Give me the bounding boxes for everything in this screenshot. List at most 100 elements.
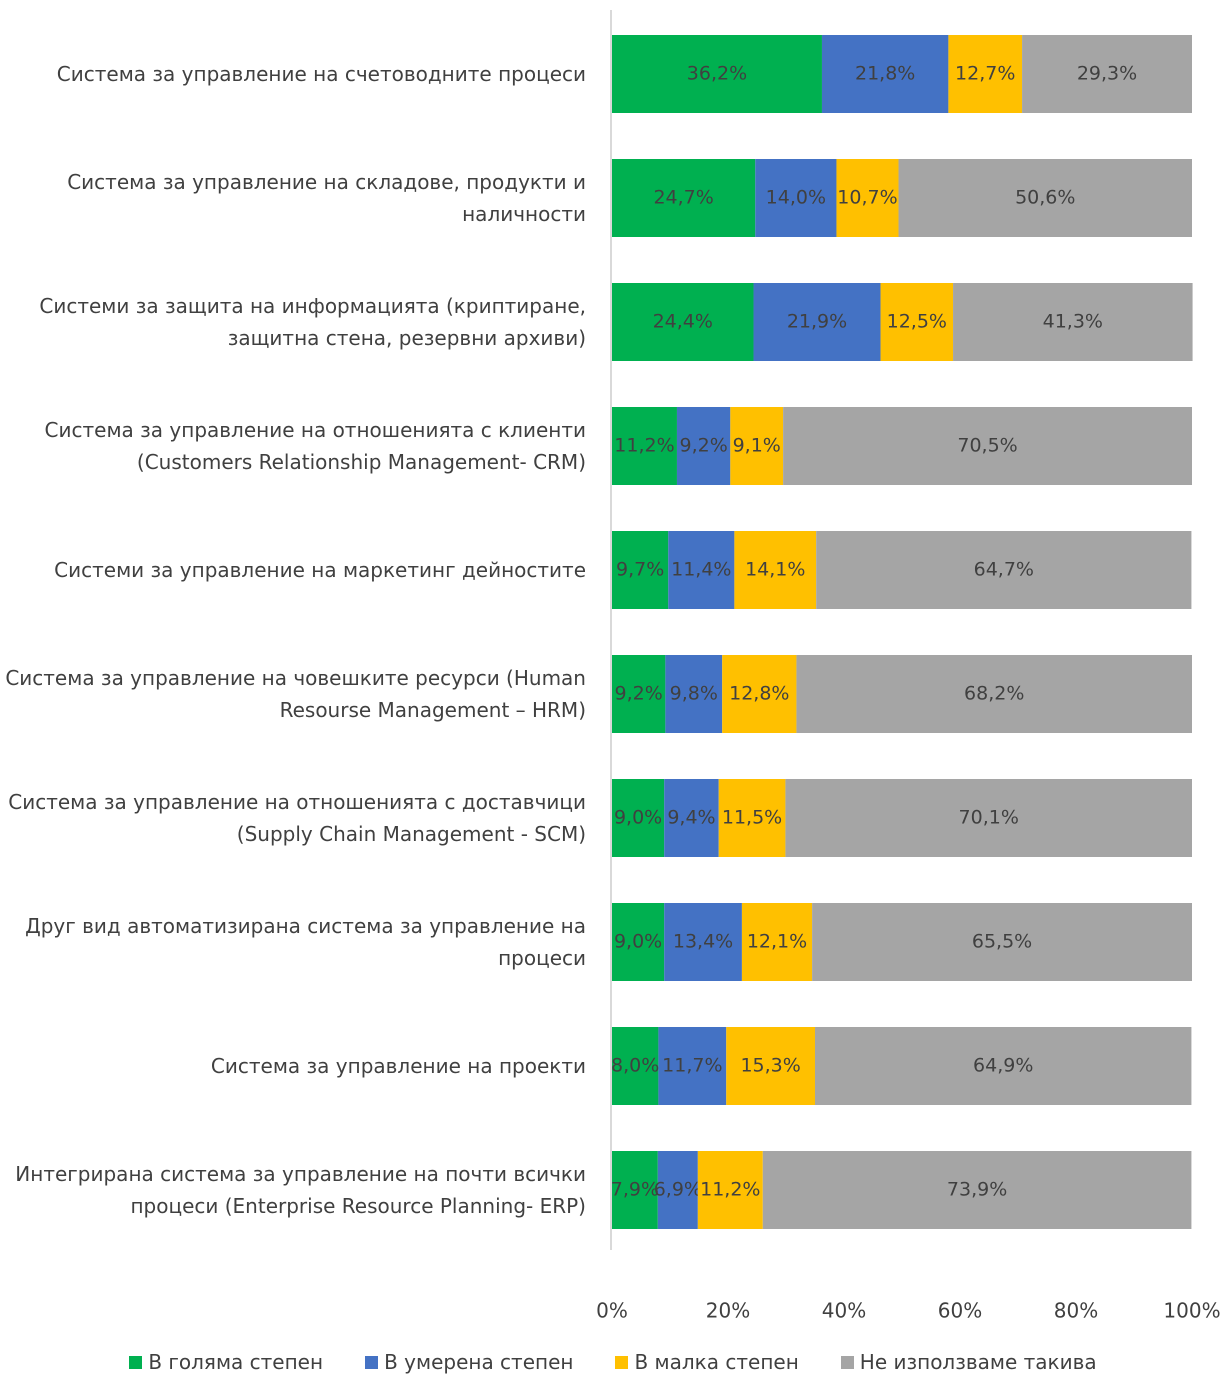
value-label: 9,2% (615, 683, 663, 705)
legend-swatch (840, 1355, 854, 1369)
bar-segment (816, 531, 1192, 609)
bar-segment (658, 1027, 727, 1105)
bar-segment (612, 159, 756, 237)
legend-item: В малка степен (615, 1350, 799, 1374)
legend-text: В голяма степен (148, 1350, 324, 1374)
value-label: 21,8% (855, 63, 915, 85)
bar-segment (730, 407, 784, 485)
value-label: 29,3% (1077, 63, 1137, 85)
value-label: 41,3% (1043, 311, 1103, 333)
value-label: 9,8% (670, 683, 718, 705)
value-label: 11,2% (700, 1179, 760, 1201)
bar-segment (676, 407, 731, 485)
bar-segment (612, 903, 665, 981)
value-label: 8,0% (611, 1055, 659, 1077)
legend: В голяма степен В умерена степен В малка с… (0, 1350, 1226, 1374)
value-label: 12,5% (887, 311, 947, 333)
legend-item: В умерена степен (365, 1350, 573, 1374)
value-label: 9,4% (667, 807, 715, 829)
value-label: 50,6% (1015, 187, 1075, 209)
category-label: Система за управление на проекти (0, 1011, 586, 1121)
value-label: 11,4% (671, 559, 731, 581)
value-label: 11,2% (614, 435, 674, 457)
value-label: 11,7% (662, 1055, 722, 1077)
bar-segment (718, 779, 786, 857)
legend-text: В умерена степен (384, 1350, 574, 1374)
value-label: 64,9% (973, 1055, 1033, 1077)
legend-item: Не използваме такива (840, 1350, 1097, 1374)
x-tick-label: 40% (822, 1299, 866, 1323)
bar-segment (836, 159, 899, 237)
legend-text: Не използваме такива (859, 1350, 1097, 1374)
value-label: 9,0% (614, 807, 662, 829)
category-label: Системи за управление на маркетинг дейно… (0, 515, 586, 625)
value-label: 21,9% (787, 311, 847, 333)
value-label: 9,0% (614, 931, 662, 953)
x-tick-label: 20% (706, 1299, 750, 1323)
value-label: 73,9% (947, 1179, 1007, 1201)
value-label: 36,2% (687, 63, 747, 85)
bar-segment (762, 1151, 1192, 1229)
x-tick-label: 80% (1054, 1299, 1098, 1323)
bar-segment (664, 779, 719, 857)
bar-segment (755, 159, 837, 237)
value-label: 9,7% (616, 559, 664, 581)
bar-segment (815, 1027, 1192, 1105)
category-text: Системи за защита на информацията (крипт… (39, 294, 586, 350)
bar-segment (612, 531, 669, 609)
category-text: Система за управление на счетоводните пр… (56, 62, 586, 86)
value-label: 9,1% (733, 435, 781, 457)
value-label: 65,5% (972, 931, 1032, 953)
value-label: 12,8% (729, 683, 789, 705)
bar-segment (664, 903, 742, 981)
bar-segment (821, 35, 949, 113)
value-label: 15,3% (740, 1055, 800, 1077)
bar-segment (741, 903, 813, 981)
x-tick-label: 0% (596, 1299, 628, 1323)
bar-segment (612, 35, 822, 113)
value-label: 9,2% (679, 435, 727, 457)
bar-segment (812, 903, 1192, 981)
x-tick-label: 100% (1163, 1299, 1220, 1323)
value-label: 13,4% (673, 931, 733, 953)
legend-swatch (615, 1355, 629, 1369)
value-label: 70,5% (957, 435, 1017, 457)
legend-item: В голяма степен (129, 1350, 323, 1374)
bar-segment (722, 655, 797, 733)
category-text: Системи за управление на маркетинг дейно… (54, 558, 586, 582)
value-label: 64,7% (974, 559, 1034, 581)
bar-segment (668, 531, 735, 609)
category-label: Друг вид автоматизирана система за управ… (0, 887, 586, 997)
category-label: Система за управление на човешките ресур… (0, 639, 586, 749)
bar-segment (953, 283, 1193, 361)
bar-segment (898, 159, 1192, 237)
bar-segment (1022, 35, 1192, 113)
bar-segment (665, 655, 723, 733)
bar-segment (783, 407, 1192, 485)
bar-segment (612, 779, 665, 857)
category-text: Система за управление на човешките ресур… (5, 666, 586, 722)
bar-segment (657, 1151, 698, 1229)
value-label: 6,9% (654, 1179, 702, 1201)
bar-segment (726, 1027, 815, 1105)
bar-segment (785, 779, 1192, 857)
legend-swatch (365, 1355, 379, 1369)
category-text: Система за управление на отношенията с д… (8, 790, 586, 846)
value-label: 70,1% (959, 807, 1019, 829)
value-label: 68,2% (964, 683, 1024, 705)
value-label: 12,1% (747, 931, 807, 953)
value-label: 24,4% (653, 311, 713, 333)
category-text: Система за управление на складове, проду… (67, 170, 586, 226)
category-label: Система за управление на отношенията с к… (0, 391, 586, 501)
bar-segment (880, 283, 954, 361)
category-label: Системи за защита на информацията (крипт… (0, 267, 586, 377)
value-label: 11,5% (722, 807, 782, 829)
x-tick-label: 60% (938, 1299, 982, 1323)
value-label: 14,1% (745, 559, 805, 581)
bar-segment (612, 1027, 659, 1105)
value-label: 12,7% (955, 63, 1015, 85)
bar-segment (753, 283, 881, 361)
bar-segment (796, 655, 1192, 733)
value-label: 10,7% (837, 187, 897, 209)
